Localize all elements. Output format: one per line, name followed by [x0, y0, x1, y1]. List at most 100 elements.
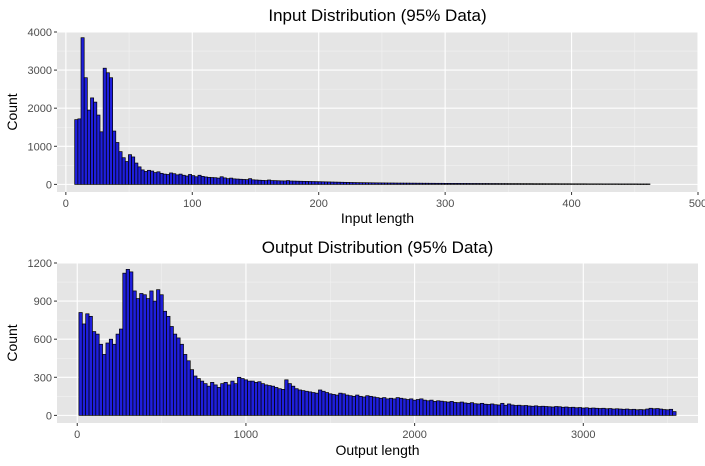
histogram-bar — [270, 385, 275, 416]
histogram-bar — [538, 183, 543, 185]
histogram-bar — [392, 398, 397, 416]
histogram-bar — [156, 171, 161, 185]
histogram-bar — [611, 408, 616, 416]
histogram-bar — [328, 393, 333, 416]
histogram-bar — [561, 406, 566, 416]
histogram-bar — [595, 183, 600, 185]
histogram-bar — [81, 323, 87, 416]
histogram-bar — [672, 411, 677, 416]
histogram-bar — [200, 380, 205, 416]
histogram-bar — [220, 383, 225, 416]
histogram-bar — [646, 183, 651, 185]
histogram-bar — [330, 181, 335, 185]
histogram-bar — [641, 409, 647, 416]
histogram-bar — [496, 404, 501, 416]
histogram-bar — [134, 162, 139, 185]
histogram-bar — [358, 182, 363, 185]
histogram-bar — [485, 183, 490, 185]
histogram-bar — [436, 400, 441, 416]
histogram-bar — [251, 179, 256, 185]
histogram-bar — [501, 183, 505, 185]
histogram-bar — [503, 404, 508, 416]
histogram-bar — [387, 182, 392, 185]
histogram-bar — [453, 402, 458, 416]
x-tick-label: 0 — [63, 198, 69, 210]
histogram-bar — [540, 405, 545, 416]
histogram-bar — [580, 183, 584, 185]
histogram-bar — [178, 173, 183, 185]
histogram-bar — [497, 183, 502, 185]
histogram-bar — [449, 401, 454, 416]
histogram-bar — [380, 182, 385, 185]
histogram-bar — [80, 37, 85, 185]
histogram-bar — [314, 392, 319, 416]
histogram-bar — [102, 354, 107, 416]
x-tick-label: 0 — [74, 429, 80, 441]
histogram-bar — [308, 181, 313, 185]
histogram-bar — [557, 406, 562, 416]
histogram-bar — [115, 142, 120, 185]
histogram-bar — [493, 404, 498, 416]
histogram-bar — [463, 402, 468, 416]
histogram-bar — [520, 405, 525, 416]
histogram-bar — [415, 399, 421, 416]
histogram-bar — [210, 177, 215, 185]
histogram-bar — [405, 399, 410, 416]
histogram-bar — [570, 183, 575, 185]
gridlines — [57, 31, 699, 192]
histogram-bar — [510, 404, 515, 416]
histogram-bar — [412, 399, 417, 416]
histogram-bar — [291, 385, 296, 416]
histogram-bar — [447, 183, 452, 185]
histogram-bar — [602, 183, 607, 185]
histogram-bar — [526, 183, 531, 185]
histogram-bar — [78, 312, 83, 416]
histogram-bar — [459, 183, 464, 185]
histogram-bar — [655, 408, 660, 416]
histogram-bar — [459, 401, 464, 416]
histogram-bar — [162, 173, 167, 185]
histogram-bar — [665, 409, 670, 416]
histogram-bar — [277, 388, 282, 416]
histogram-bar — [584, 407, 589, 416]
histogram-bar — [662, 409, 667, 416]
histogram-bar — [415, 182, 420, 185]
histogram-bar — [402, 398, 407, 416]
histogram-bar — [181, 174, 186, 185]
histogram-bar — [200, 176, 205, 185]
histogram-bar — [324, 181, 328, 185]
histogram-bar — [247, 380, 252, 416]
histogram-bar — [608, 183, 613, 185]
histogram-bar — [90, 97, 95, 185]
histogram-bar — [282, 180, 287, 185]
histogram-bar — [426, 400, 431, 416]
histogram-bar — [292, 180, 297, 185]
histogram-bar — [377, 182, 382, 185]
histogram-bar — [139, 293, 144, 416]
histogram-bars — [74, 37, 651, 185]
histogram-bar — [453, 183, 458, 185]
histogram-bar — [614, 183, 619, 185]
histogram-bar — [150, 170, 155, 185]
histogram-bar — [640, 183, 644, 185]
histogram-bar — [334, 394, 340, 416]
histogram-bar — [156, 289, 161, 416]
histogram-bar — [152, 300, 157, 416]
histogram-bar — [583, 183, 588, 185]
histogram-bar — [188, 174, 193, 185]
histogram-bar — [238, 178, 243, 185]
histogram-bar — [339, 181, 344, 185]
histogram-bar — [118, 151, 123, 185]
histogram-bar — [375, 397, 380, 416]
histogram-bar — [179, 343, 184, 416]
histogram-bar — [591, 407, 596, 416]
histogram-bar — [248, 178, 253, 185]
histogram-bar — [229, 177, 234, 185]
histogram-bar — [345, 394, 350, 416]
histogram-bar — [207, 176, 211, 185]
histogram-bar — [439, 400, 444, 416]
histogram-bar — [365, 395, 370, 416]
histogram-bar — [358, 395, 363, 416]
y-tick-label: 300 — [34, 372, 52, 384]
histogram-bar — [250, 380, 255, 416]
